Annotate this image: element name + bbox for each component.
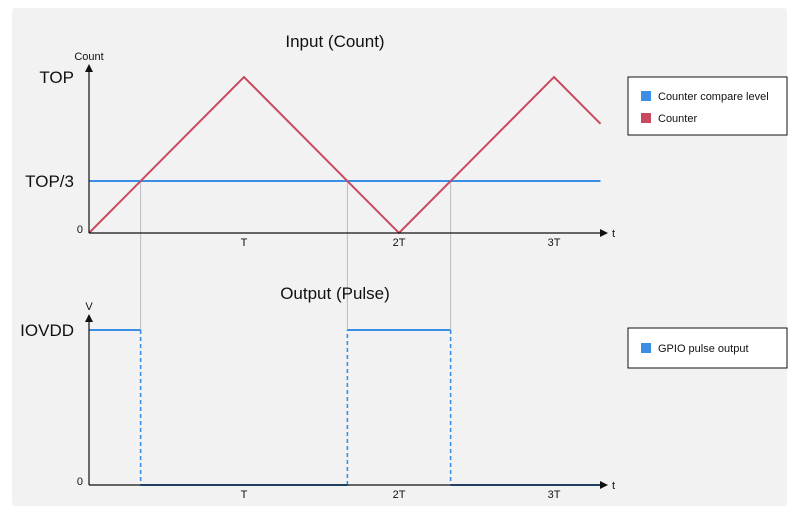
input-ticks: T 2T 3T 0 TOP/3 TOP: [25, 68, 561, 249]
output-ticks: T 2T 3T 0 IOVDD: [20, 321, 561, 501]
input-x-tick-label-3: 3T: [548, 237, 561, 249]
input-y-tick-label-2: TOP/3: [25, 172, 74, 191]
input-x-axis-label: t: [612, 228, 615, 240]
output-y-axis-label: V: [85, 301, 93, 313]
output-pulse-chart: Output (Pulse) V t T 2T 3T 0 IOVDD GPIO puls…: [20, 284, 788, 501]
input-chart-title: Input (Count): [285, 32, 384, 51]
input-y-axis-arrow: [85, 64, 93, 72]
output-x-axis-label: t: [612, 480, 615, 492]
input-guides: [140, 181, 452, 330]
legend-swatch-counter: [641, 113, 651, 123]
output-legend: GPIO pulse output: [627, 327, 788, 369]
input-x-axis-arrow: [600, 229, 608, 237]
legend-label-pulse: GPIO pulse output: [658, 343, 749, 355]
panel-background: [12, 8, 787, 506]
legend-label-compare: Counter compare level: [658, 91, 769, 103]
input-x-tick-label-1: T: [241, 237, 248, 249]
output-x-tick-label-1: T: [241, 489, 248, 501]
output-x-tick-label-2: 2T: [393, 489, 406, 501]
input-count-chart: Input (Count) Count t T 2T 3T 0 TOP/3 TOP Cou…: [25, 32, 788, 330]
output-chart-title: Output (Pulse): [280, 284, 390, 303]
input-y-tick-label-3: TOP: [39, 68, 74, 87]
input-y-tick-label-1: 0: [77, 224, 83, 236]
output-legend-box: [627, 327, 788, 369]
input-y-axis-label: Count: [74, 51, 103, 63]
output-y-tick-label-1: 0: [77, 476, 83, 488]
input-legend: Counter compare level Counter: [627, 76, 788, 136]
legend-label-counter: Counter: [658, 113, 697, 125]
legend-swatch-pulse: [641, 343, 651, 353]
output-y-tick-label-2: IOVDD: [20, 321, 74, 340]
output-y-axis-arrow: [85, 314, 93, 322]
input-legend-box: [627, 76, 788, 136]
output-x-axis-arrow: [600, 481, 608, 489]
output-x-tick-label-3: 3T: [548, 489, 561, 501]
input-x-tick-label-2: 2T: [393, 237, 406, 249]
legend-swatch-compare: [641, 91, 651, 101]
